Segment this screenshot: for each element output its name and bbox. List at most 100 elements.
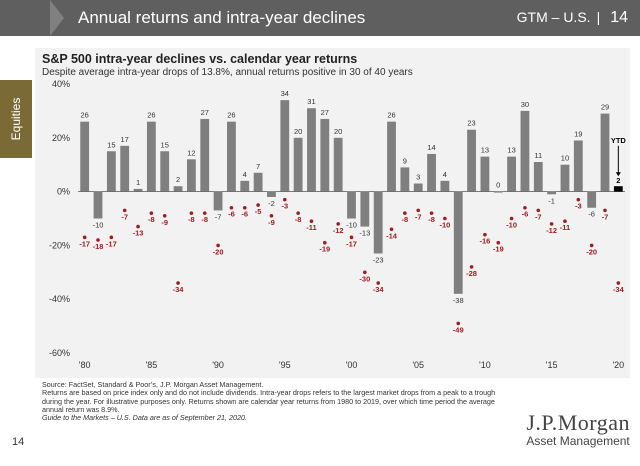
return-data-label: -6 [588, 210, 595, 219]
decline-data-label: -34 [173, 285, 185, 294]
decline-data-label: -8 [148, 215, 155, 224]
return-bar [160, 151, 170, 192]
return-data-label: -38 [453, 296, 464, 305]
decline-point [456, 321, 461, 326]
decline-data-label: -18 [93, 242, 104, 251]
return-bar [120, 145, 130, 192]
y-tick-label: -20% [49, 240, 70, 250]
decline-data-label: -7 [121, 212, 128, 221]
decline-data-label: -20 [586, 247, 597, 256]
chart-panel [35, 48, 630, 378]
return-data-label: 13 [481, 146, 489, 155]
logo-line-1: J.P.Morgan [526, 410, 630, 435]
x-tick-label: '85 [146, 360, 158, 370]
decline-point [429, 211, 434, 215]
decline-point [603, 208, 607, 213]
decline-point [469, 265, 474, 269]
return-bar [106, 151, 116, 192]
decline-point [403, 211, 407, 215]
return-bar [280, 100, 290, 192]
decline-point [509, 216, 514, 221]
return-bar [547, 191, 557, 195]
return-data-label: 29 [601, 103, 609, 112]
x-tick-label: '90 [212, 360, 224, 370]
decline-point [216, 243, 220, 248]
return-data-label: 15 [107, 140, 115, 149]
x-tick-label: '05 [412, 360, 424, 370]
return-data-label: 12 [187, 148, 195, 157]
decline-point [309, 219, 314, 223]
return-data-label: 4 [443, 170, 447, 179]
return-data-label: 27 [201, 108, 209, 117]
return-data-label: 3 [416, 173, 420, 182]
page-title: Annual returns and intra-year declines [78, 8, 366, 27]
decline-data-label: -19 [319, 245, 330, 254]
decline-data-label: -8 [188, 215, 195, 224]
decline-data-label: -3 [281, 202, 288, 211]
return-bar [427, 153, 436, 192]
decline-point [496, 240, 501, 245]
decline-data-label: -3 [575, 202, 582, 211]
header-page-number: 14 [610, 9, 628, 26]
y-tick-label: 40% [52, 79, 70, 89]
return-bar [373, 191, 383, 254]
return-data-label: 13 [507, 146, 515, 155]
return-bar [480, 156, 490, 192]
y-tick-label: -40% [49, 294, 70, 304]
decline-data-label: -17 [79, 239, 90, 248]
decline-point [336, 222, 340, 226]
return-data-label: 15 [161, 140, 169, 149]
return-bar [293, 137, 303, 192]
chart-subtitle: Despite average intra-year drops of 13.8… [42, 67, 413, 78]
decline-data-label: -7 [602, 212, 609, 221]
return-data-label: 7 [256, 162, 260, 171]
return-data-label: 31 [307, 97, 315, 106]
footnote-note-3: annual return was 8.9%. [42, 404, 120, 414]
x-tick-label: '10 [479, 360, 491, 370]
decline-point [389, 227, 394, 232]
decline-data-label: -6 [522, 210, 529, 219]
decline-point [349, 235, 354, 240]
y-tick-label: 0% [57, 187, 70, 197]
decline-point [416, 208, 421, 213]
decline-point [363, 270, 367, 275]
footnote-note-2: during the year. For illustrative purpos… [42, 396, 495, 406]
decline-data-label: -16 [479, 237, 490, 246]
ytd-label: YTD [611, 136, 627, 145]
return-data-label: -2 [268, 199, 275, 208]
return-data-label: 23 [467, 119, 475, 128]
return-data-label: 9 [403, 156, 407, 165]
return-data-label: 20 [294, 127, 302, 136]
logo-line-2: Asset Management [526, 434, 630, 448]
decline-point [576, 197, 581, 202]
decline-point [189, 211, 194, 215]
return-data-label: 19 [574, 129, 582, 138]
return-bar [573, 140, 583, 192]
return-data-label: 10 [561, 154, 569, 163]
decline-data-label: -49 [453, 325, 464, 334]
return-data-label: 27 [321, 108, 329, 117]
return-bar [520, 110, 530, 192]
decline-data-label: -11 [560, 223, 570, 232]
return-bar [493, 191, 503, 193]
decline-data-label: -10 [506, 221, 517, 230]
x-tick-label: '20 [612, 360, 624, 370]
return-bar [413, 183, 423, 192]
header-region: GTM – U.S. | 14 [516, 9, 628, 26]
decline-point [536, 208, 541, 213]
return-bar [600, 113, 610, 192]
decline-data-label: -20 [213, 247, 224, 256]
decline-data-label: -34 [373, 285, 385, 294]
decline-point [443, 216, 447, 221]
return-data-label: 26 [147, 111, 155, 120]
decline-data-label: -7 [415, 212, 422, 221]
region-label: GTM – U.S. [516, 9, 591, 25]
chart-title: S&P 500 intra-year declines vs. calendar… [42, 52, 358, 66]
decline-point [376, 281, 380, 285]
return-bar [240, 180, 250, 192]
return-data-label: -1 [548, 196, 555, 205]
decline-point [483, 232, 487, 237]
decline-point [109, 235, 114, 240]
return-bar [133, 188, 143, 192]
